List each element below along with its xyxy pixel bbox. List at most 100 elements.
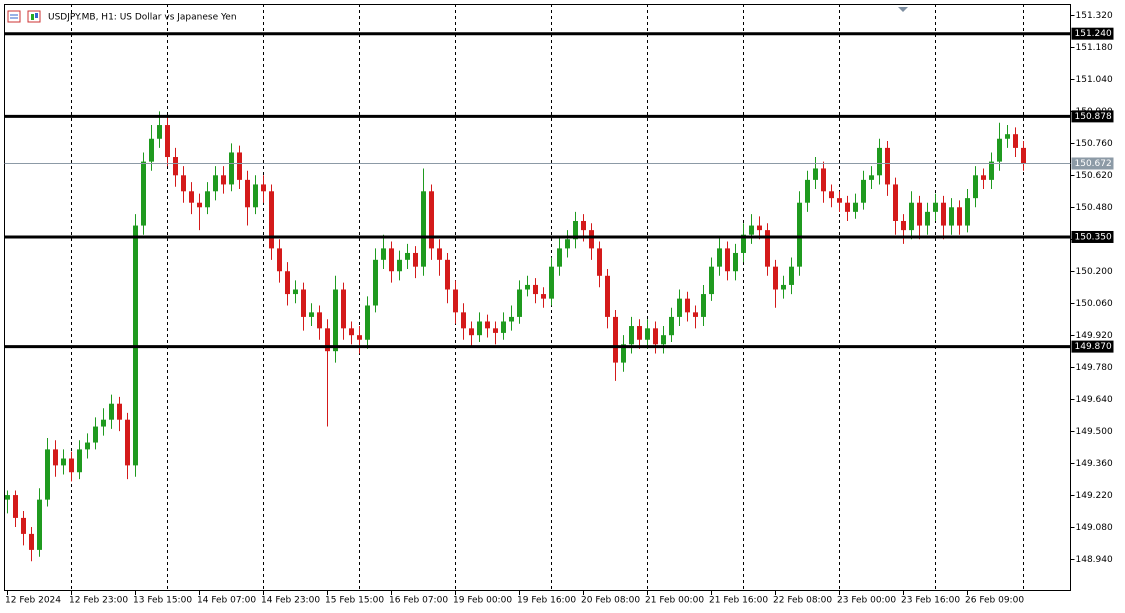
candle-body [565, 239, 570, 249]
candle-body [885, 147, 890, 185]
x-tick-label: 23 Feb 00:00 [837, 596, 896, 606]
candle-body [301, 289, 306, 317]
candle-body [605, 275, 610, 317]
candle-body [877, 147, 882, 176]
candle-body [629, 326, 634, 345]
candle-body [773, 266, 778, 290]
candle-body [765, 230, 770, 267]
x-tick-label: 14 Feb 07:00 [197, 596, 256, 606]
candle-body [93, 426, 98, 443]
candle-body [525, 284, 530, 290]
candle-body [389, 248, 394, 272]
candle-body [805, 179, 810, 203]
candle-body [181, 175, 186, 192]
candle-body [1005, 134, 1010, 139]
x-tick-label: 19 Feb 16:00 [517, 596, 576, 606]
candle-body [613, 316, 618, 363]
level-label-box [1071, 340, 1114, 353]
candle-body [445, 259, 450, 290]
candle-body [237, 152, 242, 180]
x-tick-label: 22 Feb 08:00 [773, 596, 832, 606]
candle-body [789, 266, 794, 285]
candle-body [973, 175, 978, 199]
candle-body [501, 321, 506, 333]
candle-body [701, 294, 706, 317]
candle-body [357, 335, 362, 340]
x-tick-label: 23 Feb 16:00 [901, 596, 960, 606]
y-tick-label: 149.640 [1076, 395, 1113, 405]
candle-body [717, 248, 722, 267]
candle-body [309, 312, 314, 317]
candle-body [813, 168, 818, 180]
candle-body [205, 191, 210, 208]
candle-body [37, 499, 42, 550]
level-label: 150.878 [1075, 112, 1112, 122]
candle-body [5, 495, 10, 500]
candle-body [829, 191, 834, 199]
candle-body [245, 179, 250, 208]
level-label: 150.350 [1075, 232, 1112, 242]
candle-body [365, 305, 370, 340]
candle-body [725, 248, 730, 272]
y-tick-label: 150.620 [1076, 171, 1113, 181]
candle-body [645, 328, 650, 340]
candle-body [757, 225, 762, 231]
candle-body [285, 271, 290, 295]
candle-body [77, 449, 82, 473]
level-label-box [1071, 230, 1114, 243]
candle-body [157, 125, 162, 139]
toolbar-icons [7, 10, 41, 23]
candle-body [733, 252, 738, 272]
candle-body [653, 328, 658, 345]
level-label-box [1071, 27, 1114, 40]
candle-body [581, 220, 586, 231]
x-tick-label: 21 Feb 00:00 [645, 596, 704, 606]
candle-body [517, 289, 522, 317]
candle-body [333, 289, 338, 352]
chart-title: USDJPY.MB, H1: US Dollar vs Japanese Yen [48, 13, 237, 23]
candle-body [141, 161, 146, 226]
candle-body [933, 202, 938, 212]
candle-body [189, 191, 194, 203]
candle-body [669, 316, 674, 336]
candle-body [957, 207, 962, 226]
candle-body [901, 220, 906, 231]
x-tick-label: 14 Feb 23:00 [261, 596, 320, 606]
y-tick-label: 148.940 [1076, 555, 1113, 565]
candle-body [461, 312, 466, 329]
candle-body [925, 211, 930, 226]
candle-body [61, 458, 66, 466]
candle-body [293, 289, 298, 295]
candle-body [125, 419, 130, 466]
shift-marker [898, 7, 908, 12]
y-tick-label: 150.060 [1076, 299, 1113, 309]
x-tick-label: 12 Feb 23:00 [69, 596, 128, 606]
candle-body [997, 138, 1002, 162]
candle-body [989, 161, 994, 180]
candle-body [1021, 147, 1026, 164]
y-tick-label: 151.320 [1076, 11, 1113, 21]
candle-body [677, 298, 682, 317]
candle-body [549, 266, 554, 299]
candle-body [845, 202, 850, 212]
candle-body [509, 316, 514, 322]
candle-body [269, 191, 274, 249]
x-tick-label: 20 Feb 08:00 [581, 596, 640, 606]
candle-body [749, 225, 754, 235]
price-label: 150.672 [1075, 159, 1112, 169]
candle-body [861, 179, 866, 203]
candle-body [493, 328, 498, 333]
candle-body [341, 289, 346, 329]
y-tick-label: 149.780 [1076, 363, 1113, 373]
candle-body [797, 202, 802, 267]
candle-body [1013, 134, 1018, 148]
candle-body [453, 289, 458, 313]
candle-body [397, 259, 402, 272]
level-label-box [1071, 110, 1114, 123]
candle-body [261, 184, 266, 192]
x-tick-label: 26 Feb 09:00 [965, 596, 1024, 606]
candle-body [485, 321, 490, 329]
candle-body [781, 284, 786, 290]
candle-body [685, 298, 690, 313]
candle-body [853, 202, 858, 212]
